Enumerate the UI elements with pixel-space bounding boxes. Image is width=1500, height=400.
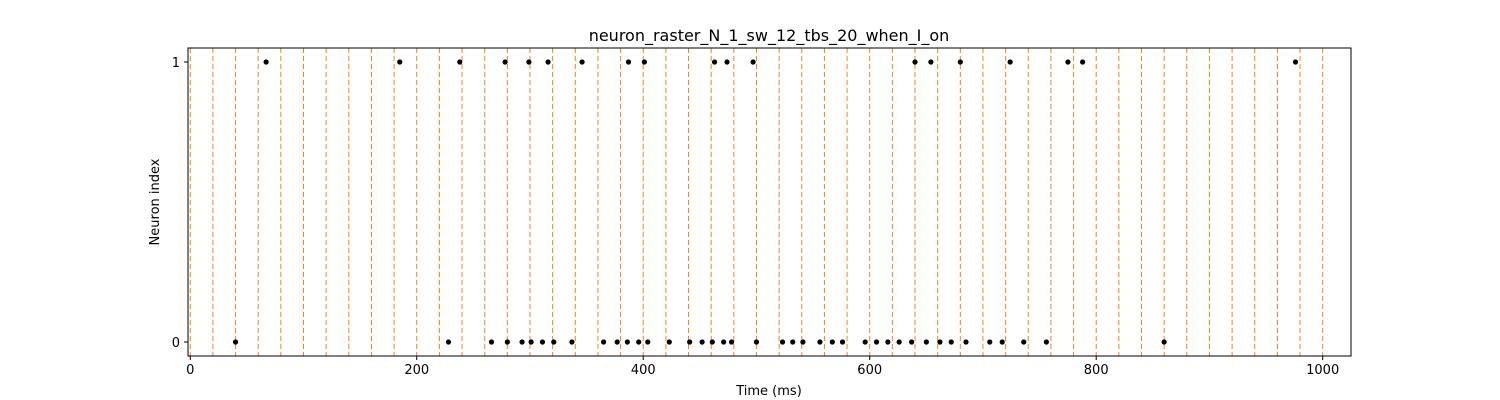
spike-point-neuron-0 [873, 339, 880, 345]
spike-point-neuron-1 [579, 59, 585, 65]
spike-point-neuron-1 [1292, 59, 1299, 65]
spike-point-neuron-0 [488, 339, 495, 345]
x-tick-label: 1000 [1306, 363, 1339, 378]
spike-point-neuron-0 [800, 339, 806, 345]
spike-point-neuron-0 [963, 339, 969, 345]
x-tick-label: 800 [1084, 363, 1109, 378]
spike-point-neuron-0 [948, 339, 954, 345]
spike-point-neuron-1 [526, 59, 532, 65]
x-tick-label: 200 [404, 363, 429, 378]
reference-lines [189, 48, 1324, 356]
spike-point-neuron-1 [928, 59, 934, 65]
spike-point-neuron-0 [666, 339, 672, 345]
spike-point-neuron-1 [724, 59, 730, 65]
spike-point-neuron-1 [750, 59, 756, 65]
spike-point-neuron-0 [624, 339, 630, 345]
spike-point-neuron-0 [519, 339, 525, 345]
spike-point-neuron-0 [504, 339, 510, 345]
spike-point-neuron-0 [445, 339, 452, 345]
spike-point-neuron-1 [263, 59, 269, 65]
spike-point-neuron-1 [397, 59, 403, 65]
y-tick-label: 1 [172, 56, 180, 71]
spike-point-neuron-0 [539, 339, 546, 345]
spike-point-neuron-1 [1065, 59, 1071, 65]
spike-point-neuron-1 [912, 59, 918, 65]
spike-point-neuron-0 [790, 339, 796, 345]
x-axis-label: Time (ms) [735, 384, 802, 399]
spike-point-neuron-0 [728, 339, 735, 345]
spike-point-neuron-0 [987, 339, 993, 345]
spike-points [232, 59, 1299, 345]
spike-point-neuron-0 [528, 339, 534, 345]
spike-point-neuron-1 [641, 59, 647, 65]
spike-point-neuron-0 [885, 339, 891, 345]
spike-point-neuron-0 [1043, 339, 1049, 345]
y-axis-label: Neuron index [148, 158, 163, 245]
chart-title: neuron_raster_N_1_sw_12_tbs_20_when_I_on [589, 26, 950, 46]
spike-point-neuron-0 [569, 339, 575, 345]
spike-point-neuron-0 [839, 339, 846, 345]
spike-point-neuron-1 [1007, 59, 1013, 65]
x-tick-label: 600 [857, 363, 882, 378]
spike-point-neuron-0 [829, 339, 835, 345]
spike-point-neuron-0 [862, 339, 868, 345]
spike-point-neuron-0 [551, 339, 557, 345]
spike-point-neuron-0 [721, 339, 727, 345]
y-tick-label: 0 [172, 336, 180, 351]
spike-point-neuron-0 [1161, 339, 1167, 345]
spike-point-neuron-0 [896, 339, 902, 345]
spike-point-neuron-0 [687, 339, 693, 345]
spike-point-neuron-0 [614, 339, 620, 345]
spike-point-neuron-0 [709, 339, 715, 345]
spike-point-neuron-0 [923, 339, 929, 345]
x-tick-label: 400 [631, 363, 656, 378]
spike-point-neuron-1 [957, 59, 963, 65]
spike-point-neuron-0 [817, 339, 823, 345]
spike-point-neuron-0 [1021, 339, 1027, 345]
x-axis-ticks: 0 200 400 600 800 1000 [186, 356, 1339, 378]
spike-point-neuron-0 [645, 339, 651, 345]
spike-point-neuron-1 [1080, 59, 1086, 65]
y-axis-ticks: 01 [172, 56, 188, 351]
spike-point-neuron-0 [600, 339, 607, 345]
spike-point-neuron-0 [999, 339, 1005, 345]
spike-point-neuron-0 [937, 339, 943, 345]
x-tick-label: 0 [186, 363, 194, 378]
spike-point-neuron-1 [711, 59, 718, 65]
spike-point-neuron-0 [779, 339, 786, 345]
spike-point-neuron-0 [232, 339, 239, 345]
spike-point-neuron-1 [502, 59, 508, 65]
spike-point-neuron-0 [753, 339, 760, 345]
spike-point-neuron-1 [457, 59, 463, 65]
spike-point-neuron-0 [909, 339, 915, 345]
spike-point-neuron-1 [625, 59, 632, 65]
spike-point-neuron-0 [699, 339, 705, 345]
plot-frame [187, 47, 1352, 357]
spike-point-neuron-1 [545, 59, 551, 65]
spike-point-neuron-0 [636, 339, 642, 345]
